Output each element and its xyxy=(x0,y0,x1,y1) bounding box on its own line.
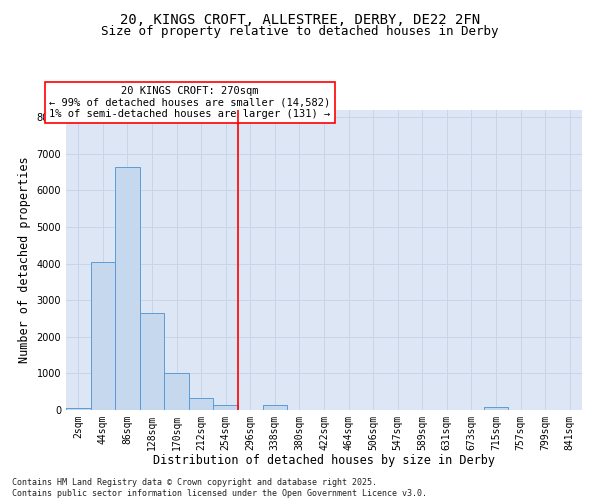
Bar xyxy=(140,313,164,410)
Bar xyxy=(214,405,238,410)
X-axis label: Distribution of detached houses by size in Derby: Distribution of detached houses by size … xyxy=(153,454,495,468)
Bar xyxy=(164,374,189,410)
Bar xyxy=(263,405,287,410)
Text: Size of property relative to detached houses in Derby: Size of property relative to detached ho… xyxy=(101,25,499,38)
Text: 20, KINGS CROFT, ALLESTREE, DERBY, DE22 2FN: 20, KINGS CROFT, ALLESTREE, DERBY, DE22 … xyxy=(120,12,480,26)
Bar xyxy=(115,166,140,410)
Text: Contains HM Land Registry data © Crown copyright and database right 2025.
Contai: Contains HM Land Registry data © Crown c… xyxy=(12,478,427,498)
Bar xyxy=(91,262,115,410)
Bar xyxy=(66,408,91,410)
Bar xyxy=(484,408,508,410)
Bar xyxy=(189,398,214,410)
Text: 20 KINGS CROFT: 270sqm
← 99% of detached houses are smaller (14,582)
1% of semi-: 20 KINGS CROFT: 270sqm ← 99% of detached… xyxy=(49,86,331,119)
Y-axis label: Number of detached properties: Number of detached properties xyxy=(18,156,31,364)
